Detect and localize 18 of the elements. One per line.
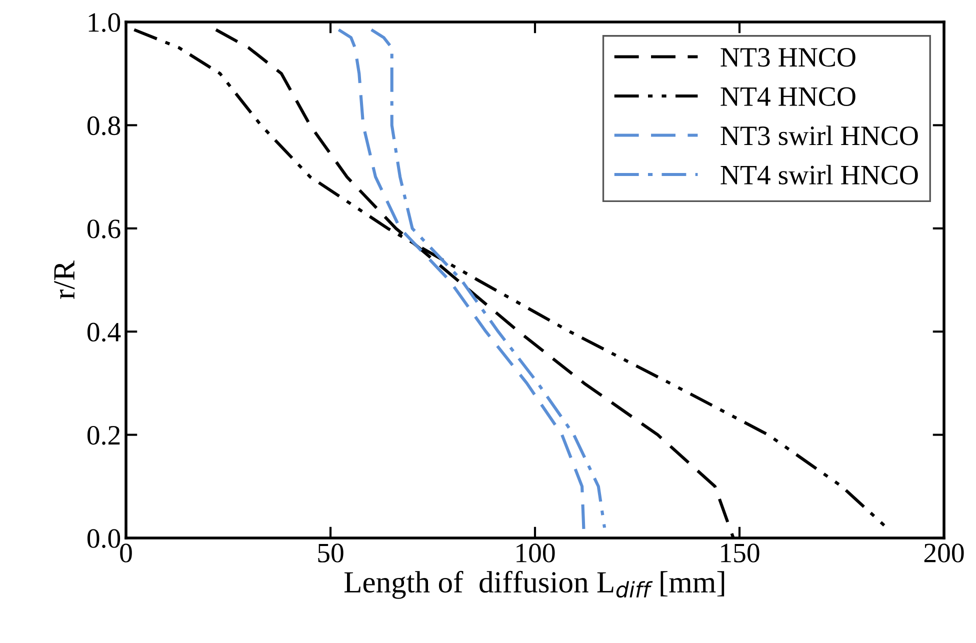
x-tick-label: 0 xyxy=(120,544,132,562)
y-tick-label: 0.8 xyxy=(87,116,120,136)
legend-label: NT4 HNCO xyxy=(720,87,856,106)
legend-label: NT3 swirl HNCO xyxy=(720,126,918,146)
legend-label: NT3 HNCO xyxy=(720,48,856,67)
x-axis-title: Length of diffusion L$_{diff}$ [mm] xyxy=(344,570,724,599)
x-tick-label: 100 xyxy=(516,544,555,562)
y-tick-label: 1.0 xyxy=(88,13,120,32)
x-tick-label: 150 xyxy=(721,544,760,562)
line-series xyxy=(370,28,606,530)
y-tick-label: 0.0 xyxy=(87,529,120,548)
y-tick-label: 0.6 xyxy=(87,220,120,238)
legend-label: NT4 swirl HNCO xyxy=(720,164,918,184)
y-tick-label: 0.4 xyxy=(87,322,121,342)
y-tick-label: 0.2 xyxy=(87,426,120,445)
y-axis-title: r/R xyxy=(54,260,75,299)
x-tick-label: 200 xyxy=(924,544,964,562)
x-tick-label: 50 xyxy=(318,544,344,562)
